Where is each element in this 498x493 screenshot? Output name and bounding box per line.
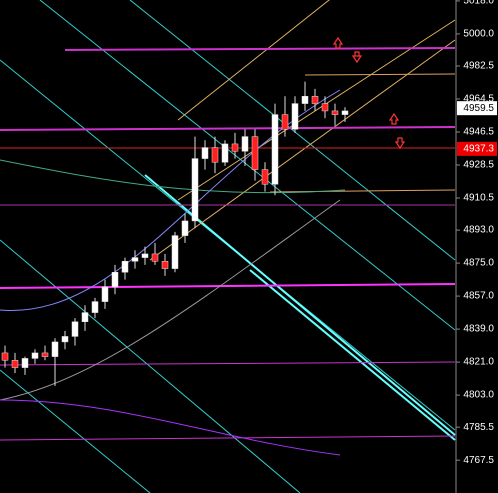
candle-body	[201, 147, 209, 159]
level-line	[0, 435, 456, 441]
pitchfork	[177, 0, 330, 121]
arrow-up	[388, 112, 400, 125]
candle-body	[181, 220, 189, 236]
channel-line	[39, 0, 456, 331]
y-tick-label: 4857.0	[463, 291, 494, 302]
candle-body	[41, 352, 49, 357]
level-line	[64, 47, 456, 51]
y-tick-label: 4946.5	[463, 127, 494, 138]
y-tick-label: 4910.5	[463, 193, 494, 204]
candle-body	[61, 336, 69, 343]
y-tick-label: 4982.5	[463, 61, 494, 72]
pitchfork	[149, 39, 456, 261]
candle-body	[171, 235, 179, 269]
candle-body	[31, 352, 39, 359]
y-tick-label: 4821.0	[463, 357, 494, 368]
price-tag: 4937.3	[463, 144, 494, 155]
channel-line	[0, 239, 301, 493]
candle-body	[261, 169, 269, 185]
y-tick-label: 4803.0	[463, 390, 494, 401]
channel-line	[0, 369, 151, 493]
signal-arrows	[332, 36, 406, 150]
candle-body	[211, 147, 219, 163]
level-line	[304, 73, 456, 76]
channel-line	[249, 269, 456, 441]
candle-body	[151, 253, 159, 262]
candle-body	[281, 114, 289, 130]
candle-body	[101, 286, 109, 302]
candle-body	[121, 261, 129, 273]
level-line	[0, 283, 456, 289]
candle-body	[251, 136, 259, 170]
indicator	[0, 399, 341, 456]
candle-body	[71, 321, 79, 337]
candle-body	[21, 358, 29, 368]
y-tick-label: 5000.0	[463, 29, 494, 40]
indicator	[0, 199, 341, 401]
y-tick-label: 4785.5	[463, 422, 494, 433]
candle-body	[11, 360, 19, 368]
y-tick-label: 5018.0	[463, 0, 494, 7]
level-line	[0, 361, 456, 366]
price-tag-box	[457, 101, 497, 116]
candle-body	[191, 158, 199, 222]
pitchfork	[177, 19, 456, 201]
y-tick-label: 4839.0	[463, 324, 494, 335]
candle-body	[241, 136, 249, 152]
candle-body	[81, 312, 89, 323]
candle-body	[321, 103, 329, 112]
candle-body	[161, 261, 169, 269]
candle-body	[301, 96, 309, 104]
candle-body	[1, 352, 9, 361]
candle-body	[141, 253, 149, 258]
price-tag: 4959.5	[463, 103, 494, 114]
y-tick-label: 4875.0	[463, 258, 494, 269]
y-tick-label: 4928.5	[463, 160, 494, 171]
level-line	[0, 126, 456, 131]
candle-body	[311, 96, 319, 104]
y-tick-label: 4893.0	[463, 225, 494, 236]
candle-body	[291, 103, 299, 130]
candle-body	[341, 110, 349, 115]
candle-body	[331, 110, 339, 115]
indicator	[0, 159, 346, 194]
y-tick-label: 4964.5	[463, 94, 494, 105]
candle-body	[231, 143, 239, 152]
candle-body	[131, 257, 139, 262]
channel-line	[129, 0, 456, 261]
candle-body	[91, 301, 99, 313]
candle-body	[221, 143, 229, 163]
candle-body	[111, 272, 119, 288]
arrow-down	[351, 51, 363, 64]
price-tag-box	[457, 141, 497, 156]
arrow-down	[394, 137, 406, 150]
candle-body	[51, 341, 59, 357]
candle-body	[271, 114, 279, 185]
y-tick-label: 4767.5	[463, 455, 494, 466]
arrow-up	[332, 36, 344, 49]
